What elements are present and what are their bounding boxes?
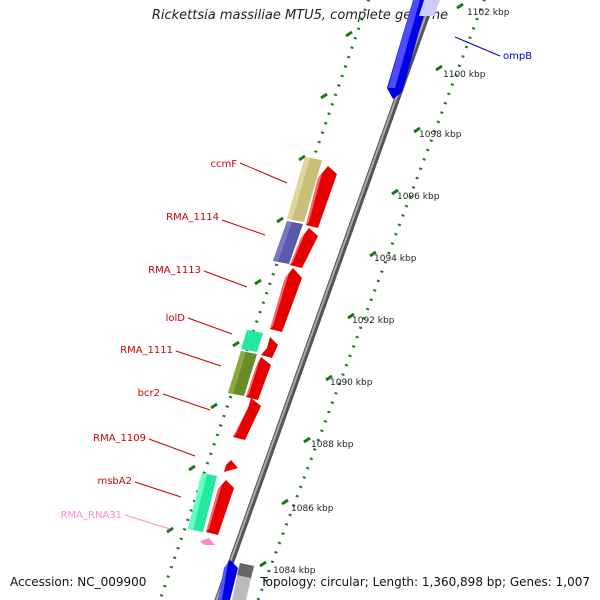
tick-mark xyxy=(232,340,240,348)
tick-label: 1094 kbp xyxy=(374,254,417,264)
gene-arrow-RMA_1111-forward xyxy=(246,357,271,400)
gene-label-RMA_1109[interactable]: RMA_1109 xyxy=(93,433,146,444)
label-line-RMA_1114 xyxy=(221,219,266,236)
gene-arrow-msbA2-forward xyxy=(206,480,234,535)
tick-mark xyxy=(345,30,353,38)
tick-mark xyxy=(281,498,289,506)
tick-mark xyxy=(188,464,196,472)
tick-label: 1092 kbp xyxy=(352,316,395,326)
label-line-lolD xyxy=(187,317,233,335)
label-line-RMA_1113 xyxy=(203,270,248,288)
tick-marks xyxy=(259,2,464,568)
tick-mark xyxy=(303,436,311,444)
tick-label: 1084 kbp xyxy=(273,566,316,576)
tick-label: 1102 kbp xyxy=(467,8,510,18)
forward-strand-genes[interactable] xyxy=(206,166,337,535)
tick-label: 1086 kbp xyxy=(291,504,334,514)
tick-mark xyxy=(320,92,328,100)
label-line-bcr2 xyxy=(162,393,211,411)
tick-mark xyxy=(259,560,267,568)
tick-mark xyxy=(413,126,421,134)
gene-label-bcr2[interactable]: bcr2 xyxy=(138,388,160,399)
gene-block-RMA_1111[interactable] xyxy=(228,351,257,396)
label-line-RMA_1109 xyxy=(148,438,196,457)
tick-mark xyxy=(276,216,284,224)
gene-arrow-RMA_1113-forward xyxy=(270,268,302,332)
tick-mark xyxy=(435,64,443,72)
outer-tick-marks xyxy=(166,30,353,534)
label-line-RMA_RNA31 xyxy=(124,514,171,530)
gene-bottom-grey[interactable] xyxy=(232,563,254,600)
gene-label-RMA_1114[interactable]: RMA_1114 xyxy=(166,212,219,223)
gene-ompB[interactable] xyxy=(387,0,440,99)
label-line-ompB xyxy=(454,36,501,57)
gene-label-RMA_1113[interactable]: RMA_1113 xyxy=(148,265,201,276)
gene-arrow-RMA_1109-forward xyxy=(224,460,238,472)
tick-label: 1096 kbp xyxy=(397,192,440,202)
tick-mark xyxy=(456,2,464,10)
gene-label-lolD[interactable]: lolD xyxy=(166,313,186,324)
gene-arrow-bcr2-forward xyxy=(233,398,261,440)
tick-mark xyxy=(369,250,377,258)
gene-label-RMA_RNA31[interactable]: RMA_RNA31 xyxy=(61,510,122,521)
gene-block-RMA_1114[interactable] xyxy=(273,221,303,264)
gene-label-ompB[interactable]: ompB xyxy=(503,51,532,62)
gene-block-lolD[interactable] xyxy=(241,330,263,352)
tick-mark xyxy=(298,154,306,162)
gene-block-msbA2[interactable] xyxy=(188,473,217,532)
rna-marker-RMA_RNA31[interactable] xyxy=(200,538,215,545)
map-title: Rickettsia massiliae MTU5, complete geno… xyxy=(151,8,449,23)
gene-arrow-ccmF-forward xyxy=(306,166,337,228)
tick-mark xyxy=(210,402,218,410)
tick-label: 1098 kbp xyxy=(419,130,462,140)
gene-label-msbA2[interactable]: msbA2 xyxy=(97,476,132,487)
gene-arrow-lolD-forward xyxy=(261,337,278,358)
tick-mark xyxy=(325,374,333,382)
tick-mark xyxy=(347,312,355,320)
tick-mark xyxy=(254,278,262,286)
gene-label-ccmF[interactable]: ccmF xyxy=(211,159,238,170)
tick-label: 1088 kbp xyxy=(311,440,354,450)
outer-tick-ring xyxy=(158,0,371,600)
gene-block-ccmF[interactable] xyxy=(287,157,322,222)
accession-text: Accession: NC_009900 xyxy=(10,575,147,589)
tick-label: 1090 kbp xyxy=(330,378,373,388)
genome-summary-text: Topology: circular; Length: 1,360,898 bp… xyxy=(260,575,590,589)
label-line-ccmF xyxy=(239,162,288,184)
tick-label: 1100 kbp xyxy=(443,70,486,80)
label-line-RMA_1111 xyxy=(175,350,222,367)
tick-mark xyxy=(391,188,399,196)
tick-mark xyxy=(166,526,174,534)
label-line-msbA2 xyxy=(134,481,182,498)
gene-bottom-blue[interactable] xyxy=(218,560,238,600)
gene-arrow-RMA_1114-forward xyxy=(290,228,318,268)
gene-label-RMA_1111[interactable]: RMA_1111 xyxy=(120,345,173,356)
